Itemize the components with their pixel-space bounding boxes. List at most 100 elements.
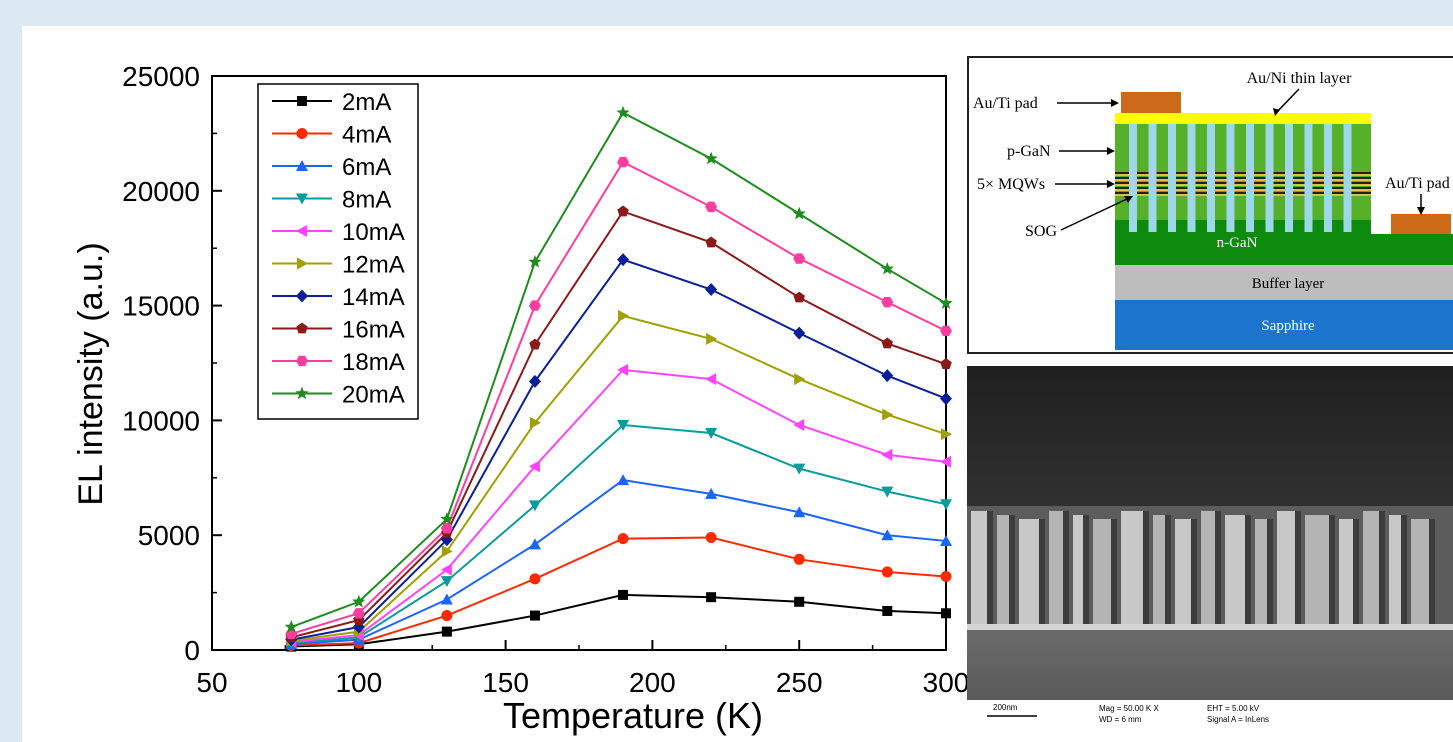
sem-pillar-gap [1165,515,1171,624]
sog-pillar [1266,124,1274,232]
data-point-2mA [442,627,452,637]
sem-pillar-gap [1429,519,1435,624]
sem-background-top [967,366,1453,516]
data-point-16mA [617,205,628,216]
legend-marker-2mA [297,96,307,106]
sem-pillar [1363,511,1379,624]
sem-pillar [1175,519,1191,624]
sog-pillar [1305,124,1313,232]
sem-pillar [1049,511,1063,624]
sem-pillar [1411,519,1429,624]
x-tick-label: 150 [482,667,529,698]
data-point-6mA [441,593,453,604]
data-point-4mA [441,610,452,621]
au-ti-left-arrowhead [1111,99,1119,107]
legend-label-6mA: 6mA [342,154,391,181]
data-point-16mA [940,358,951,369]
data-point-14mA [705,283,717,296]
y-tick-label: 5000 [138,520,200,551]
sem-nanopillars [971,511,1435,624]
sem-pillar-gap [1063,511,1069,624]
data-point-2mA [530,611,540,621]
sem-pillar-gap [1111,519,1117,624]
data-point-2mA [882,606,892,616]
data-point-6mA [529,538,541,549]
data-point-12mA [882,409,893,421]
x-tick-label: 200 [629,667,676,698]
mqws-label: 5× MQWs [977,176,1045,193]
figure-panel: 50 100 150 200 250 300 0 5000 10000 15000 20000 250… [22,26,1453,742]
data-point-16mA [793,292,804,303]
sem-pillar [1225,515,1245,624]
data-point-10mA [793,419,804,431]
sem-info-left-1: Mag = 50.00 K X [1099,704,1159,713]
sem-pillar-gap [1143,511,1149,624]
data-point-12mA [706,333,717,345]
data-point-12mA [794,373,805,385]
data-point-18mA [793,253,805,263]
x-tick-label: 50 [196,667,227,698]
y-tick-label: 0 [184,635,200,666]
data-point-18mA [705,202,717,212]
sem-pillar-gap [1191,519,1197,624]
data-point-4mA [941,571,952,582]
data-point-2mA [706,592,716,602]
legend: 2mA 4mA 6mA 8mA 10mA 12mA 14mA 16mA 18mA 20mA [258,84,418,419]
sem-pillar [1277,511,1295,624]
y-tick-label: 25000 [122,61,200,92]
x-axis-label: Temperature (K) [503,695,763,736]
data-point-10mA [881,449,892,461]
sem-scale-text: 200nm [993,703,1018,712]
legend-label-10mA: 10mA [342,219,405,246]
sem-pillar-gap [1295,511,1301,624]
sem-pillar-gap [1245,515,1251,624]
sem-pillar-gap [1215,511,1221,624]
data-point-6mA [617,474,629,485]
n-gan-label: n-GaN [1217,235,1258,251]
sem-pillar [1019,519,1039,624]
data-point-14mA [881,369,893,382]
series-line-6mA [291,480,946,644]
sog-pillar [1149,124,1157,232]
x-tick-label: 100 [335,667,382,698]
sem-pillar [1305,515,1329,624]
legend-label-8mA: 8mA [342,187,391,214]
data-point-2mA [941,608,951,618]
data-point-18mA [529,300,541,310]
sem-pillar [971,511,987,624]
au-ti-pad-left [1121,92,1181,113]
data-point-12mA [442,545,453,557]
sem-pillar [997,515,1009,624]
sem-pillar-gap [1267,519,1273,624]
data-point-12mA [618,310,629,322]
sem-info-right-2: Signal A = InLens [1207,715,1269,724]
data-point-4mA [882,566,893,577]
au-ni-layer [1115,113,1371,124]
data-point-10mA [705,373,716,385]
sog-pillar [1285,124,1293,232]
legend-label-16mA: 16mA [342,317,405,344]
sog-pillar [1168,124,1176,232]
sem-pillar-gap [1039,519,1045,624]
sem-cross-section-image: 200nm Mag = 50.00 K X WD = 6 mm EHT = 5.… [967,366,1453,732]
sem-pillar [1339,519,1353,624]
sem-pillar [1073,515,1083,624]
data-point-16mA [882,337,893,348]
x-tick-label: 300 [923,667,967,698]
data-point-14mA [793,327,805,340]
sem-pillar [1255,519,1267,624]
legend-label-18mA: 18mA [342,349,405,376]
data-point-4mA [618,533,629,544]
au-ni-label: Au/Ni thin layer [1247,70,1353,87]
n-gan-mesa-right [1371,234,1453,265]
au-ti-right-arrowhead [1417,207,1425,215]
data-point-8mA [441,576,453,587]
sog-pillar [1188,124,1196,232]
legend-label-4mA: 4mA [342,122,391,149]
mqws-arrowhead [1107,180,1115,188]
data-point-18mA [617,157,629,167]
data-point-8mA [940,499,952,510]
sog-pillar [1129,124,1137,232]
p-gan-arrowhead [1107,147,1115,155]
data-point-14mA [940,392,952,405]
